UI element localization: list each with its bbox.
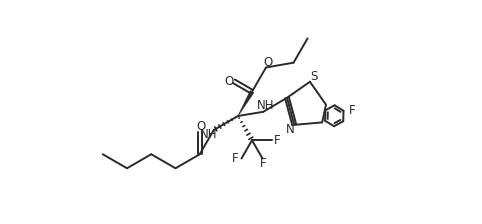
Text: O: O	[263, 56, 273, 69]
Text: NH: NH	[200, 127, 217, 140]
Text: S: S	[310, 70, 318, 83]
Text: O: O	[196, 120, 205, 133]
Text: F: F	[274, 134, 281, 147]
Text: F: F	[260, 157, 267, 170]
Text: F: F	[232, 152, 239, 165]
Text: N: N	[286, 123, 295, 136]
Text: F: F	[349, 104, 356, 117]
Text: O: O	[224, 75, 233, 88]
Polygon shape	[238, 91, 254, 116]
Text: NH: NH	[256, 99, 274, 112]
